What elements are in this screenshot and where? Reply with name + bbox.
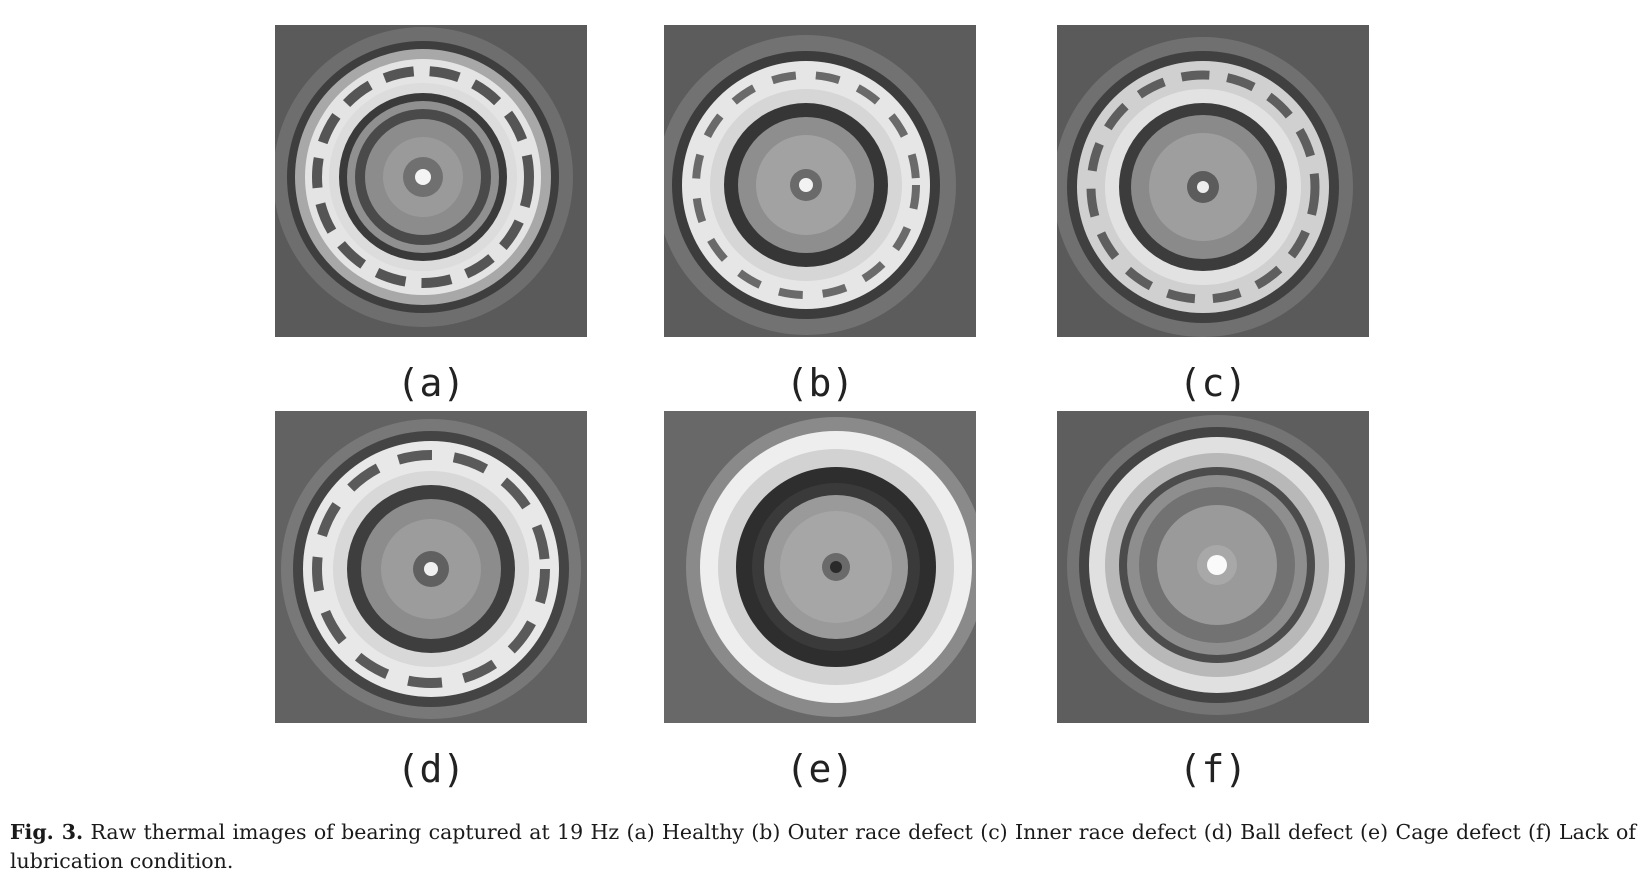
panel-label-d: (d)	[275, 749, 587, 789]
panel-label-c: (c)	[1057, 363, 1369, 403]
thermal-image-d-graphic	[275, 411, 587, 723]
figure-caption: Fig. 3. Raw thermal images of bearing ca…	[10, 818, 1636, 876]
thermal-image-e-graphic	[664, 411, 976, 723]
thermal-image-f-graphic	[1057, 411, 1369, 723]
figure-caption-label: Fig. 3.	[10, 820, 83, 844]
thermal-image-f	[1057, 411, 1369, 723]
panel-label-e: (e)	[664, 749, 976, 789]
panel-label-a: (a)	[275, 363, 587, 403]
thermal-image-b	[664, 25, 976, 337]
figure-caption-text: Raw thermal images of bearing captured a…	[10, 820, 1636, 873]
thermal-image-a	[275, 25, 587, 337]
panel-label-b: (b)	[664, 363, 976, 403]
thermal-image-d	[275, 411, 587, 723]
thermal-image-a-graphic	[275, 25, 587, 337]
thermal-image-c-graphic	[1057, 25, 1369, 337]
thermal-image-e	[664, 411, 976, 723]
thermal-image-b-graphic	[664, 25, 976, 337]
thermal-image-c	[1057, 25, 1369, 337]
panel-label-f: (f)	[1057, 749, 1369, 789]
